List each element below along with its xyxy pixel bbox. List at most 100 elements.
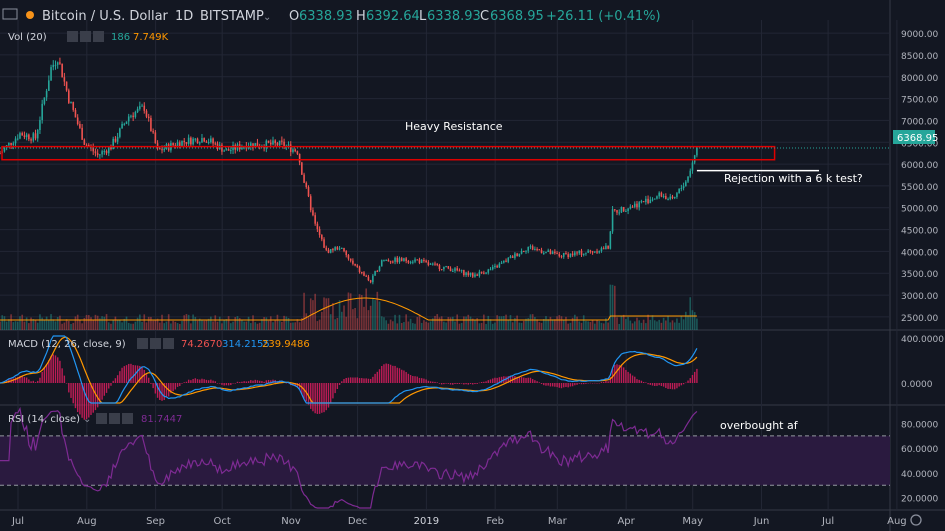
volume-bar [562, 320, 565, 330]
volume-bar [316, 321, 319, 330]
macd-histogram-bar [638, 379, 640, 383]
volume-bar [83, 317, 86, 330]
overbought-annotation[interactable]: overbought af [720, 419, 799, 432]
volume-bar [347, 292, 350, 330]
candle-body [507, 258, 510, 262]
candle-body [289, 144, 292, 152]
macd-histogram-bar [52, 354, 54, 383]
macd-histogram-bar [567, 383, 569, 388]
macd-histogram-bar [409, 375, 412, 383]
macd-histogram-bar [554, 383, 556, 387]
macd-histogram-bar [600, 382, 603, 383]
volume-bar [334, 319, 336, 330]
drawing-overlays[interactable] [0, 145, 890, 172]
interval[interactable]: 1D [175, 9, 193, 24]
eye-icon[interactable] [96, 413, 107, 424]
macd-histogram-bar [258, 380, 261, 383]
rejection-annotation[interactable]: Rejection with a 6 k test? [724, 172, 863, 185]
macd-histogram-bar [203, 379, 205, 383]
gear-icon[interactable] [150, 338, 161, 349]
time-axis-label: Aug [887, 516, 907, 527]
rsi-label[interactable]: RSI (14, close) [8, 414, 80, 425]
candle-body [558, 254, 561, 257]
macd-histogram-bar [119, 371, 121, 383]
gear-icon[interactable] [80, 31, 91, 42]
volume-bar [567, 323, 569, 330]
close-icon[interactable] [122, 413, 133, 424]
macd-histogram-bar [381, 366, 383, 383]
resistance-zone-box[interactable] [1, 145, 776, 161]
candle-body [580, 250, 583, 255]
candle-body [414, 259, 416, 262]
macd-histogram-bar [383, 364, 385, 383]
symbol-name[interactable]: Bitcoin / U.S. Dollar [42, 9, 169, 24]
candle-body [596, 251, 598, 253]
vol-legend: Vol (20) 186 7.749K [8, 31, 169, 43]
candle-body [669, 196, 672, 199]
time-axis-label: Sep [146, 516, 165, 527]
candle-body [16, 138, 19, 140]
volume-bar [178, 323, 181, 330]
candle-body [281, 140, 283, 142]
volume-bar [516, 315, 518, 330]
vol-label[interactable]: Vol (20) [8, 32, 47, 43]
volume-bar [45, 316, 48, 330]
close-icon[interactable] [163, 338, 174, 349]
macd-histogram-bar [569, 383, 572, 387]
macd-histogram-bar [385, 363, 387, 383]
settings-icon[interactable] [910, 514, 922, 526]
volume-bar [269, 316, 272, 330]
macd-label[interactable]: MACD (12, 26, close, 9) [8, 339, 126, 350]
candle-body [605, 245, 607, 250]
volume-bar [0, 321, 1, 330]
candle-body [412, 261, 414, 263]
macd-histogram-bar [316, 383, 319, 414]
eye-icon[interactable] [67, 31, 78, 42]
collapse-icon[interactable] [2, 8, 18, 20]
volume-bar [682, 319, 685, 330]
macd-histogram-bar [665, 383, 667, 388]
volume-bar [116, 320, 119, 330]
volume-bar [467, 314, 470, 330]
chevron-down-icon[interactable]: ⌄ [83, 414, 91, 425]
candle-body [456, 268, 459, 271]
rsi-band-fill [0, 435, 890, 486]
candle-body [403, 258, 405, 261]
volume-bar [48, 320, 50, 330]
macd-histogram-bar [487, 380, 489, 383]
candle-body [431, 263, 434, 265]
candle-body [582, 253, 585, 255]
macd-histogram-bar [485, 381, 487, 383]
candle-body [398, 258, 401, 263]
macd-histogram-bar [263, 381, 265, 383]
candle-body [358, 267, 361, 273]
macd-histogram-bar [99, 383, 101, 404]
macd-histogram-bar [239, 382, 241, 383]
gear-icon[interactable] [109, 413, 120, 424]
macd-histogram-bar [596, 383, 598, 384]
volume-bar [147, 316, 150, 330]
macd-histogram-bar [19, 375, 21, 383]
macd-histogram-bar [194, 378, 197, 383]
candle-body [594, 251, 596, 253]
chevron-down-icon[interactable]: ⌄ [263, 12, 271, 23]
resistance-annotation[interactable]: Heavy Resistance [405, 120, 503, 133]
macd-histogram-bar [412, 375, 414, 383]
macd-histogram-bar [123, 366, 125, 383]
volume-bar [81, 323, 83, 330]
candle-body [221, 144, 223, 152]
candle-body [63, 77, 66, 82]
volume-bar [274, 320, 277, 330]
close-icon[interactable] [93, 31, 104, 42]
eye-icon[interactable] [137, 338, 148, 349]
candle-body [323, 239, 325, 248]
candle-body [347, 255, 350, 259]
volume-bar [263, 317, 265, 330]
macd-histogram-bar [110, 383, 112, 386]
macd-histogram-bar [394, 365, 396, 383]
macd-histogram-bar [531, 379, 534, 383]
volume-bar [139, 314, 141, 330]
volume-bar [542, 319, 545, 330]
candle-body [190, 137, 192, 145]
